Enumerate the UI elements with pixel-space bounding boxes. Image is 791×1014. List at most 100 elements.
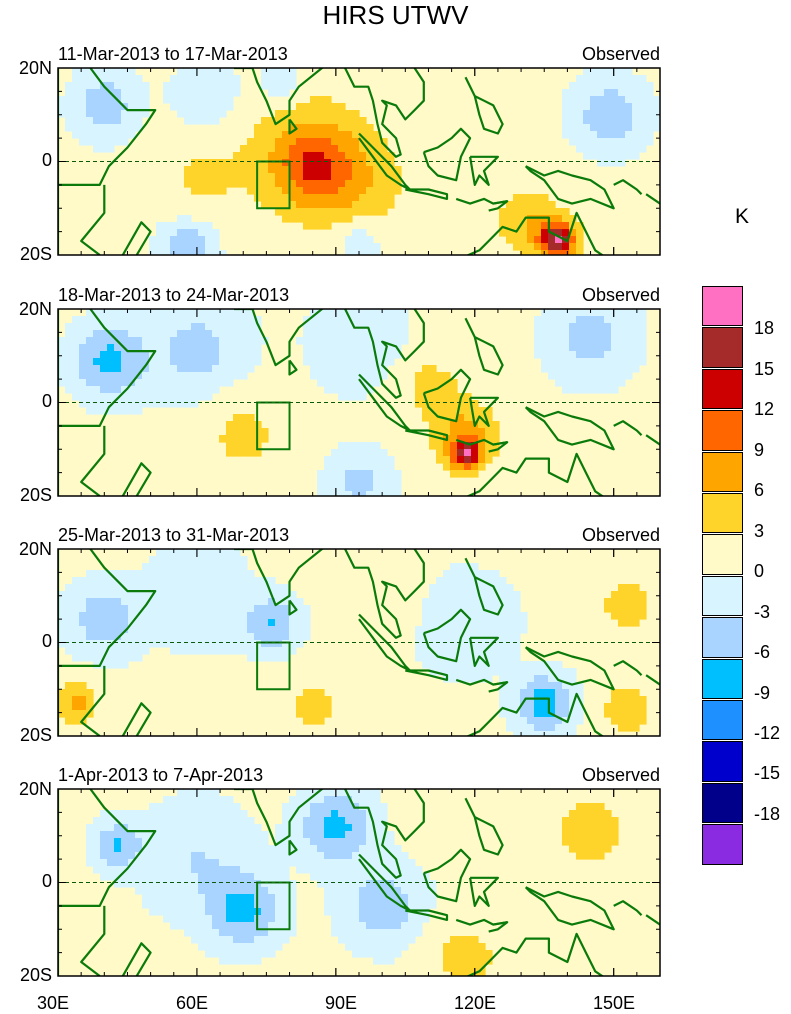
heatmap-cell — [303, 180, 311, 188]
heatmap-cell — [296, 215, 304, 223]
heatmap-cell — [618, 379, 626, 387]
heatmap-cell — [625, 619, 633, 627]
heatmap-cell — [121, 591, 129, 599]
heatmap-cell — [233, 908, 241, 916]
heatmap-cell — [191, 598, 199, 606]
heatmap-cell — [429, 654, 437, 662]
heatmap-cell — [345, 936, 353, 944]
heatmap-cell — [464, 626, 472, 634]
heatmap-cell — [611, 612, 619, 620]
heatmap-cell — [212, 236, 220, 244]
heatmap-cell — [562, 103, 570, 111]
heatmap-cell — [191, 344, 199, 352]
heatmap-cell — [338, 789, 346, 797]
heatmap-cell — [485, 584, 493, 592]
heatmap-cell — [366, 236, 374, 244]
heatmap-cell — [149, 810, 157, 818]
heatmap-cell — [247, 421, 255, 429]
heatmap-cell — [352, 229, 360, 237]
heatmap-cell — [79, 358, 87, 366]
heatmap-cell — [240, 936, 248, 944]
heatmap-cell — [86, 372, 94, 380]
heatmap-cell — [219, 337, 227, 345]
heatmap-cell — [261, 866, 269, 874]
heatmap-cell — [513, 661, 521, 669]
heatmap-cell — [170, 880, 178, 888]
heatmap-cell — [338, 138, 346, 146]
heatmap-cell — [142, 824, 150, 832]
heatmap-cell — [58, 619, 66, 627]
heatmap-cell — [177, 103, 185, 111]
colorbar-swatch — [702, 451, 743, 493]
heatmap-cell — [324, 845, 332, 853]
heatmap-cell — [345, 159, 353, 167]
heatmap-cell — [107, 131, 115, 139]
heatmap-cell — [345, 796, 353, 804]
heatmap-cell — [555, 222, 563, 230]
heatmap-cell — [583, 131, 591, 139]
heatmap-cell — [156, 570, 164, 578]
heatmap-cell — [240, 901, 248, 909]
heatmap-cell — [562, 131, 570, 139]
heatmap-cell — [380, 894, 388, 902]
heatmap-cell — [317, 689, 325, 697]
heatmap-cell — [142, 845, 150, 853]
heatmap-cell — [506, 215, 514, 223]
heatmap-cell — [261, 943, 269, 951]
heatmap-cell — [506, 236, 514, 244]
heatmap-cell — [303, 824, 311, 832]
heatmap-cell — [233, 330, 241, 338]
heatmap-cell — [205, 908, 213, 916]
heatmap-cell — [352, 337, 360, 345]
heatmap-cell — [205, 358, 213, 366]
heatmap-cell — [562, 710, 570, 718]
heatmap-cell — [331, 138, 339, 146]
heatmap-cell — [303, 689, 311, 697]
heatmap-cell — [289, 908, 297, 916]
heatmap-cell — [163, 591, 171, 599]
heatmap-cell — [240, 845, 248, 853]
heatmap-cell — [114, 810, 122, 818]
heatmap-cell — [170, 563, 178, 571]
heatmap-cell — [359, 887, 367, 895]
heatmap-cell — [261, 145, 269, 153]
heatmap-cell — [177, 591, 185, 599]
heatmap-cell — [310, 810, 318, 818]
heatmap-cell — [583, 831, 591, 839]
heatmap-cell — [380, 187, 388, 195]
heatmap-cell — [156, 831, 164, 839]
heatmap-cell — [639, 605, 647, 613]
heatmap-cell — [317, 337, 325, 345]
heatmap-cell — [520, 668, 528, 676]
heatmap-cell — [317, 138, 325, 146]
heatmap-cell — [443, 640, 451, 648]
heatmap-cell — [184, 887, 192, 895]
heatmap-cell — [79, 647, 87, 655]
heatmap-cell — [555, 710, 563, 718]
heatmap-cell — [100, 400, 108, 408]
heatmap-cell — [387, 351, 395, 359]
heatmap-cell — [562, 344, 570, 352]
heatmap-cell — [121, 619, 129, 627]
heatmap-cell — [317, 484, 325, 492]
heatmap-cell — [352, 470, 360, 478]
heatmap-cell — [100, 584, 108, 592]
heatmap-cell — [184, 647, 192, 655]
heatmap-cell — [506, 675, 514, 683]
heatmap-cell — [275, 131, 283, 139]
heatmap-cell — [345, 358, 353, 366]
heatmap-cell — [275, 208, 283, 216]
heatmap-cell — [436, 668, 444, 676]
heatmap-cell — [611, 145, 619, 153]
heatmap-cell — [247, 584, 255, 592]
heatmap-cell — [317, 330, 325, 338]
heatmap-cell — [170, 817, 178, 825]
heatmap-cell — [268, 612, 276, 620]
heatmap-cell — [177, 549, 185, 557]
heatmap-cell — [289, 831, 297, 839]
heatmap-cell — [387, 866, 395, 874]
heatmap-cell — [422, 372, 430, 380]
heatmap-cell — [156, 894, 164, 902]
heatmap-cell — [86, 654, 94, 662]
heatmap-cell — [86, 647, 94, 655]
